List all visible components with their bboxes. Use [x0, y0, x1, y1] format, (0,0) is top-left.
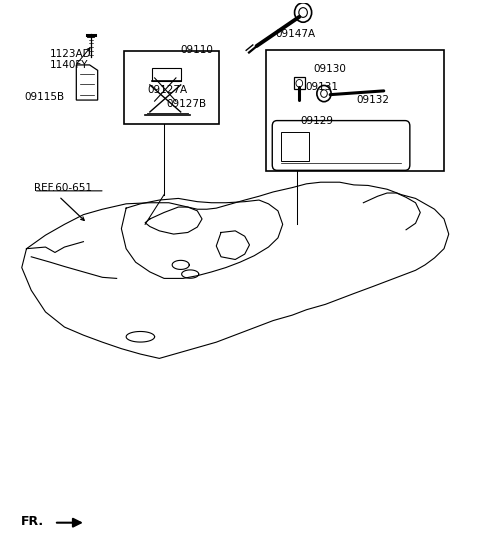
Bar — [281, 133, 309, 161]
Text: FR.: FR. — [21, 515, 44, 528]
Text: 09132: 09132 — [356, 95, 389, 105]
Text: 09115B: 09115B — [24, 92, 64, 102]
Bar — [124, 51, 219, 124]
Bar — [152, 68, 180, 81]
Text: 09127B: 09127B — [167, 99, 206, 109]
Bar — [294, 78, 304, 89]
Text: 1123AD
1140FY: 1123AD 1140FY — [50, 49, 92, 70]
Text: 09110: 09110 — [180, 45, 214, 55]
Text: 09131: 09131 — [305, 81, 338, 92]
Text: REF.60-651: REF.60-651 — [34, 182, 92, 193]
Text: 09127A: 09127A — [147, 85, 188, 96]
Text: 09130: 09130 — [313, 64, 347, 74]
Text: 09147A: 09147A — [276, 29, 316, 39]
Text: 09129: 09129 — [301, 116, 334, 126]
Bar — [266, 50, 444, 171]
